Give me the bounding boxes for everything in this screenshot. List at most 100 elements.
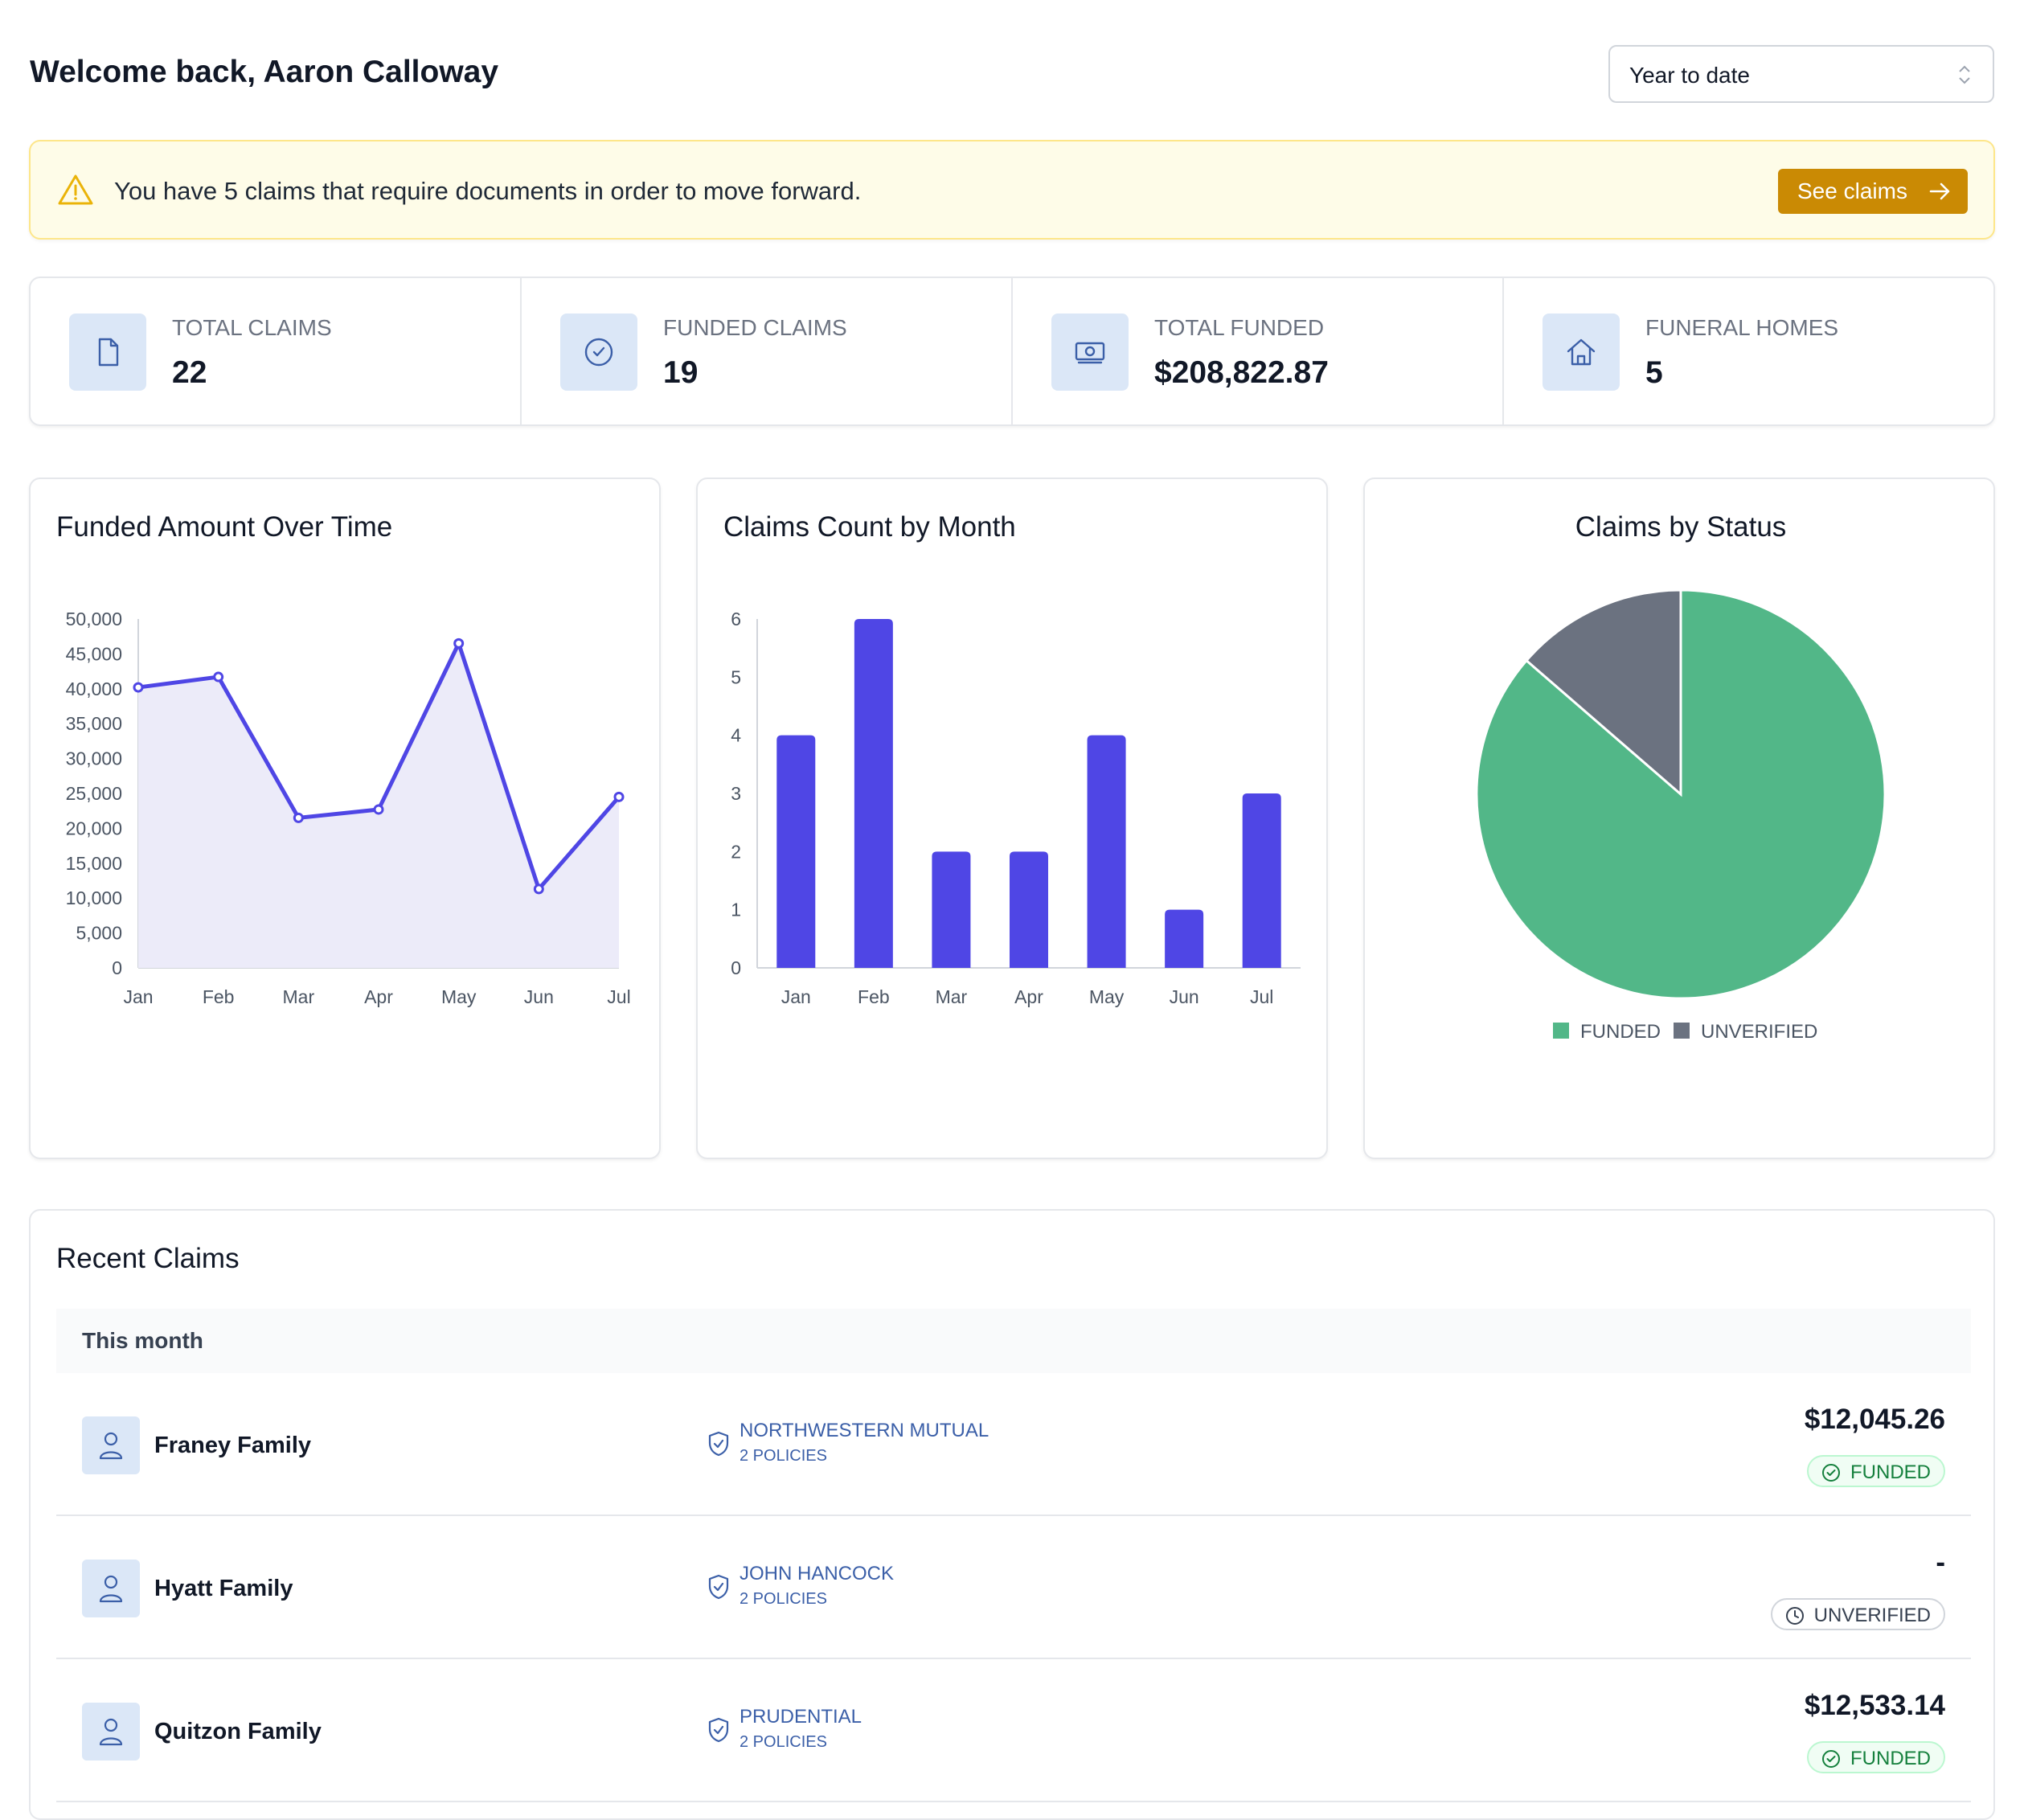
- stat-icon-box: [69, 314, 146, 391]
- shield-check-icon: [708, 1717, 729, 1743]
- bar: [1010, 851, 1048, 968]
- stat-total-claims: TOTAL CLAIMS 22: [31, 278, 522, 424]
- clock-icon: [1785, 1607, 1804, 1625]
- y-tick-label: 5,000: [76, 923, 122, 944]
- chart-title: Funded Amount Over Time: [56, 511, 393, 543]
- group-header: This month: [56, 1309, 1971, 1373]
- y-tick-label: 50,000: [66, 609, 122, 629]
- stat-icon-box: [560, 314, 637, 391]
- claim-row[interactable]: Quitzon Family PRUDENTIAL 2 POLICIES $12…: [56, 1659, 1971, 1802]
- page-header: Welcome back, Aaron Calloway Year to dat…: [30, 45, 1994, 103]
- documents-alert: You have 5 claims that require documents…: [29, 140, 1995, 240]
- group-label: This month: [82, 1328, 203, 1353]
- claim-row[interactable]: Franey Family NORTHWESTERN MUTUAL 2 POLI…: [56, 1373, 1971, 1516]
- x-tick-label: Jun: [1170, 986, 1199, 1007]
- legend-label: FUNDED: [1580, 1021, 1661, 1043]
- claim-amount: $12,533.14: [1804, 1690, 1945, 1721]
- arrow-right-icon: [1929, 182, 1950, 200]
- stat-value: 19: [663, 355, 699, 390]
- stat-funded-claims: FUNDED CLAIMS 19: [522, 278, 1013, 424]
- stat-icon-box: [1051, 314, 1129, 391]
- y-tick-label: 6: [731, 609, 741, 629]
- data-point: [453, 637, 465, 649]
- home-icon: [1567, 338, 1596, 366]
- x-tick-label: Jul: [1250, 986, 1273, 1007]
- claims-count-card: Claims Count by Month 0 1 2 3 4 5 6 Jan Feb Mar Ap…: [696, 478, 1328, 1159]
- bar: [1242, 793, 1281, 968]
- funded-area-chart: 0 5,000 10,000 15,000 20,000 25,000 30,000 35,0…: [66, 609, 631, 1007]
- claim-row[interactable]: Hyatt Family JOHN HANCOCK 2 POLICIES - U…: [56, 1516, 1971, 1659]
- check-circle-icon: [1822, 1464, 1840, 1482]
- y-tick-label: 0: [112, 957, 122, 978]
- family-name: Hyatt Family: [154, 1576, 293, 1601]
- x-tick-label: Jan: [123, 986, 153, 1007]
- see-claims-button[interactable]: See claims: [1778, 169, 1968, 214]
- y-tick-label: 2: [731, 841, 741, 862]
- y-tick-label: 35,000: [66, 713, 122, 734]
- see-claims-label: See claims: [1797, 178, 1907, 203]
- x-tick-label: May: [1089, 986, 1125, 1007]
- bar: [932, 851, 971, 968]
- stat-value: 5: [1645, 355, 1663, 390]
- data-point: [533, 883, 544, 895]
- stat-value: $208,822.87: [1154, 355, 1329, 390]
- status-badge: UNVERIFIED: [1770, 1598, 1945, 1630]
- legend-swatch: [1553, 1023, 1569, 1039]
- data-point: [293, 812, 304, 823]
- stat-label: FUNERAL HOMES: [1645, 315, 1839, 340]
- stat-label: TOTAL CLAIMS: [172, 315, 332, 340]
- chevron-up-down-icon: [1959, 65, 1970, 84]
- bar: [1165, 909, 1204, 968]
- y-tick-label: 15,000: [66, 853, 122, 874]
- family-name: Franey Family: [154, 1433, 312, 1458]
- status-label: FUNDED: [1850, 1748, 1931, 1769]
- family-name: Quitzon Family: [154, 1719, 322, 1744]
- data-point: [133, 682, 144, 693]
- period-select[interactable]: Year to date: [1608, 45, 1994, 103]
- bar: [854, 619, 893, 968]
- document-icon: [98, 338, 119, 367]
- stat-icon-box: [1543, 314, 1620, 391]
- x-tick-label: May: [441, 986, 477, 1007]
- y-tick-label: 25,000: [66, 783, 122, 804]
- insurer-name[interactable]: PRUDENTIAL: [740, 1706, 862, 1728]
- y-tick-label: 30,000: [66, 748, 122, 769]
- policy-count: 2 POLICIES: [740, 1447, 827, 1465]
- x-tick-label: Mar: [936, 986, 968, 1007]
- x-tick-label: Jul: [607, 986, 630, 1007]
- user-icon: [99, 1432, 123, 1460]
- data-point: [213, 671, 224, 682]
- x-tick-label: Jun: [524, 986, 554, 1007]
- shield-check-icon: [708, 1431, 729, 1457]
- area-fill: [138, 643, 619, 968]
- y-tick-label: 0: [731, 957, 741, 978]
- bar: [776, 735, 816, 968]
- x-tick-label: Feb: [203, 986, 235, 1007]
- legend-label: UNVERIFIED: [1701, 1021, 1817, 1043]
- claims-bar-chart: 0 1 2 3 4 5 6 Jan Feb Mar Apr May Jun Jul: [731, 609, 1301, 1007]
- insurer-name[interactable]: NORTHWESTERN MUTUAL: [740, 1420, 989, 1441]
- insurer-name[interactable]: JOHN HANCOCK: [740, 1563, 895, 1584]
- recent-claims: Recent Claims This month Franey Family N…: [29, 1209, 1995, 1820]
- alert-message: You have 5 claims that require documents…: [114, 177, 862, 205]
- claim-amount: -: [1936, 1547, 1945, 1578]
- y-tick-label: 20,000: [66, 818, 122, 838]
- chart-title: Claims Count by Month: [723, 511, 1016, 543]
- policy-count: 2 POLICIES: [740, 1733, 827, 1751]
- avatar: [82, 1703, 140, 1761]
- stat-funeral-homes: FUNERAL HOMES 5: [1504, 278, 1993, 424]
- y-tick-label: 5: [731, 666, 741, 687]
- recent-claims-title: Recent Claims: [56, 1243, 240, 1274]
- legend-swatch: [1674, 1023, 1690, 1039]
- x-tick-label: Apr: [1014, 986, 1043, 1007]
- y-tick-label: 1: [731, 900, 741, 920]
- y-tick-label: 40,000: [66, 678, 122, 699]
- y-tick-label: 3: [731, 783, 741, 804]
- stat-label: TOTAL FUNDED: [1154, 315, 1325, 340]
- warning-icon: [58, 174, 93, 205]
- funded-amount-card: Funded Amount Over Time 0 5,000 10,000 15,0…: [29, 478, 661, 1159]
- pie-slice: [1524, 588, 1682, 797]
- check-circle-icon: [584, 338, 613, 367]
- status-badge: FUNDED: [1807, 1455, 1945, 1487]
- x-tick-label: Feb: [858, 986, 890, 1007]
